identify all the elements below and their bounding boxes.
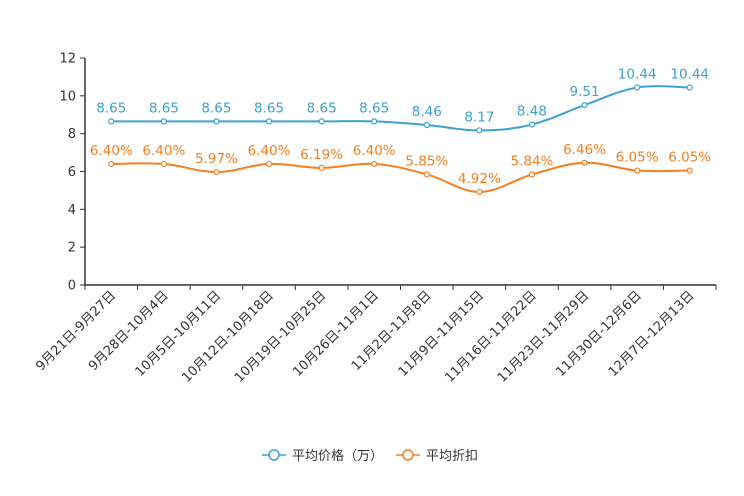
data-label: 10.44	[618, 67, 657, 83]
data-label: 6.19%	[300, 147, 343, 163]
data-label: 6.40%	[142, 143, 185, 159]
legend-label: 平均价格（万）	[292, 448, 383, 464]
x-tick-label: 11月23日-11月29日	[495, 288, 592, 385]
legend-marker-icon	[268, 449, 280, 461]
data-label: 6.05%	[668, 150, 711, 166]
x-tick-label: 11月16日-11月22日	[442, 288, 539, 385]
series-2: 6.40% 6.40% 5.97% 6.40% 6.19% 6.40% 5.85% 4.92%…	[90, 142, 711, 196]
data-point[interactable]	[213, 118, 220, 125]
x-tick-label: 10月19日-10月25日	[232, 288, 329, 385]
data-label: 8.65	[359, 100, 389, 116]
legend-label: 平均折扣	[426, 449, 478, 464]
data-point[interactable]	[318, 164, 325, 172]
data-label: 6.05%	[616, 150, 659, 166]
data-label: 5.85%	[405, 153, 448, 169]
y-tick-label: 10	[59, 89, 76, 104]
chart-series: 8.65 8.65 8.65 8.65 8.65 8.65 8.46 8.17 8.48 9.51…	[90, 67, 711, 196]
data-point[interactable]	[476, 188, 483, 196]
data-label: 6.46%	[563, 142, 606, 158]
data-point[interactable]	[686, 167, 693, 174]
data-point[interactable]	[634, 167, 641, 174]
data-point[interactable]	[371, 118, 378, 125]
y-tick-label: 2	[68, 241, 76, 256]
data-label: 8.48	[517, 104, 547, 120]
data-label: 5.97%	[195, 151, 238, 167]
data-point[interactable]	[476, 127, 483, 134]
y-tick-label: 8	[68, 127, 76, 142]
data-point[interactable]	[528, 121, 536, 128]
data-label: 8.65	[201, 100, 231, 116]
data-point[interactable]	[108, 160, 115, 168]
data-point[interactable]	[213, 168, 220, 176]
data-label: 8.65	[96, 100, 126, 116]
series-line	[111, 161, 690, 193]
data-label: 8.17	[464, 109, 494, 125]
series-1: 8.65 8.65 8.65 8.65 8.65 8.65 8.46 8.17 8.48 9.51…	[96, 67, 709, 134]
y-tick-label: 6	[68, 165, 76, 180]
legend-marker-icon	[402, 449, 414, 461]
data-label: 8.65	[307, 100, 337, 116]
data-point[interactable]	[581, 102, 588, 109]
y-tick-label: 12	[59, 52, 76, 67]
data-point[interactable]	[160, 118, 167, 125]
y-tick-label: 4	[68, 203, 76, 218]
data-label: 6.40%	[353, 143, 396, 159]
data-point[interactable]	[265, 160, 273, 168]
chart-legend[interactable]: 平均价格（万） 平均折扣	[262, 448, 478, 464]
data-point[interactable]	[686, 84, 693, 91]
data-label: 6.40%	[248, 143, 291, 159]
data-point[interactable]	[160, 160, 167, 168]
data-point[interactable]	[265, 118, 273, 125]
data-point[interactable]	[634, 84, 641, 91]
data-point[interactable]	[108, 118, 115, 125]
x-tick-label: 10月12日-10月18日	[179, 288, 276, 385]
data-label: 5.84%	[511, 154, 554, 170]
data-point[interactable]	[318, 118, 325, 125]
data-label: 9.51	[570, 84, 600, 100]
legend-item-1[interactable]: 平均价格（万）	[262, 448, 383, 464]
data-point[interactable]	[423, 121, 430, 129]
data-label: 6.40%	[90, 143, 133, 159]
data-point[interactable]	[581, 159, 588, 166]
series-line	[111, 85, 690, 132]
data-label: 8.65	[254, 100, 284, 116]
data-point[interactable]	[528, 171, 536, 178]
data-label: 4.92%	[458, 171, 501, 187]
data-label: 10.44	[670, 67, 709, 83]
data-point[interactable]	[423, 171, 430, 178]
legend-item-2[interactable]: 平均折扣	[396, 449, 478, 464]
y-tick-label: 0	[68, 279, 76, 294]
data-label: 8.46	[412, 104, 442, 120]
data-point[interactable]	[371, 160, 378, 168]
data-label: 8.65	[149, 100, 179, 116]
